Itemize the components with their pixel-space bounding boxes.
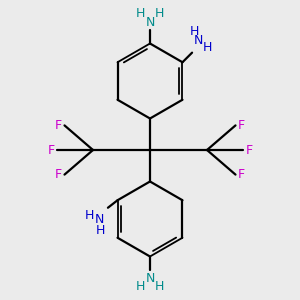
Text: N: N	[145, 272, 155, 284]
Text: F: F	[245, 143, 253, 157]
Text: F: F	[47, 143, 55, 157]
Text: N: N	[145, 16, 155, 28]
Text: H: H	[154, 280, 164, 292]
Text: H: H	[95, 224, 105, 237]
Text: N: N	[94, 213, 104, 226]
Text: H: H	[154, 8, 164, 20]
Text: H: H	[203, 41, 212, 54]
Text: H: H	[136, 8, 145, 20]
Text: F: F	[238, 119, 245, 132]
Text: F: F	[55, 168, 62, 181]
Text: H: H	[85, 209, 94, 222]
Text: H: H	[190, 25, 200, 38]
Text: F: F	[55, 119, 62, 132]
Text: F: F	[238, 168, 245, 181]
Text: H: H	[136, 280, 145, 292]
Text: N: N	[194, 34, 203, 47]
